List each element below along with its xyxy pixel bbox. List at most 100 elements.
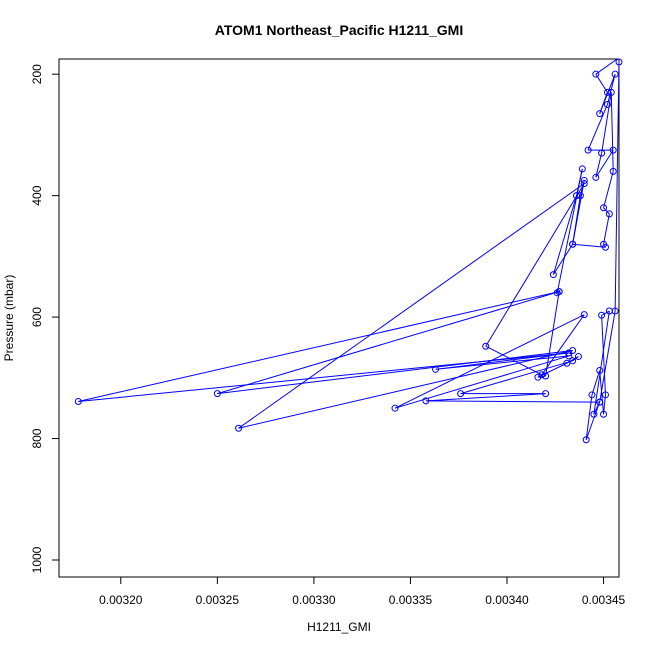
data-point (592, 173, 600, 181)
data-point (603, 88, 611, 96)
data-point (565, 352, 573, 360)
data-point (601, 243, 609, 251)
series-line-segment (593, 310, 610, 415)
series-line-segment (425, 400, 600, 403)
series-line-segment (217, 291, 560, 395)
series-line-segment (595, 153, 603, 178)
data-point (569, 357, 577, 365)
series-line-segment (614, 62, 620, 312)
series-line-segment (585, 401, 601, 440)
plot-frame (58, 58, 620, 578)
series-line-segment (603, 171, 614, 208)
data-point (584, 146, 592, 154)
y-tick-label: 600 (30, 307, 44, 327)
y-tick-label: 1000 (30, 546, 44, 573)
series-line-segment (78, 291, 560, 402)
series-line-segment (610, 92, 614, 172)
series-line-segment (394, 355, 569, 409)
data-point (582, 436, 590, 444)
data-point (74, 397, 82, 405)
x-tick-label: 0.00340 (485, 593, 529, 607)
data-point (615, 58, 623, 66)
series-line-segment (593, 401, 601, 415)
series-line-segment (238, 183, 585, 429)
x-axis: 0.00320 0.00325 0.00330 0.00335 0.00340 0.003… (99, 577, 626, 607)
data-point (534, 373, 542, 381)
x-tick-label: 0.00320 (99, 593, 143, 607)
data-point (603, 101, 611, 109)
x-axis-label: H1211_GMI (307, 620, 371, 634)
series-line-segment (552, 195, 577, 275)
series-line-segment (485, 183, 585, 347)
series-line-segment (603, 207, 610, 215)
x-tick-label: 0.00335 (389, 593, 433, 607)
series-line-segment (601, 315, 606, 395)
series-line-segment (435, 355, 569, 370)
data-point (235, 424, 243, 432)
series-line-segment (603, 213, 610, 245)
series-line-segment (556, 168, 583, 293)
data-point (457, 390, 465, 398)
series-line-segment (572, 180, 585, 245)
data-point (574, 353, 582, 361)
series-line-segment (545, 291, 560, 377)
series-line-segment (217, 349, 573, 395)
data-point (598, 311, 606, 319)
y-axis: 200 400 600 800 1000 (30, 64, 59, 573)
x-tick-label: 0.00330 (292, 593, 336, 607)
series-line-segment (599, 73, 616, 114)
data-point (592, 70, 600, 78)
data-point (563, 359, 571, 367)
data-point (549, 271, 557, 279)
y-tick-label: 200 (30, 64, 44, 84)
data-point (609, 167, 617, 175)
data-point (432, 365, 440, 373)
data-point (611, 70, 619, 78)
data-point (555, 288, 563, 296)
data-point (213, 390, 221, 398)
series-layer (74, 58, 623, 444)
y-axis-label: Pressure (mbar) (2, 275, 16, 362)
series-line-segment (595, 73, 608, 93)
data-point (607, 88, 615, 96)
series-line-segment (599, 310, 616, 403)
series-line-segment (572, 243, 606, 248)
data-point (600, 204, 608, 212)
series-line-segment (435, 352, 569, 370)
series-line-segment (595, 58, 618, 75)
series-line-segment (394, 314, 585, 409)
series-line-segment (585, 394, 593, 440)
data-point (598, 149, 606, 157)
data-point (601, 391, 609, 399)
data-point (596, 367, 604, 375)
series-line-segment (572, 356, 579, 362)
data-point (422, 397, 430, 405)
data-point (611, 307, 619, 315)
x-tick-label: 0.00325 (196, 593, 240, 607)
data-point (542, 372, 550, 380)
data-point (588, 391, 596, 399)
series-line-segment (587, 104, 608, 151)
data-point (542, 390, 550, 398)
data-point (600, 410, 608, 418)
series-line-segment (591, 370, 601, 395)
data-point (565, 349, 573, 357)
series-line-segment (601, 310, 610, 316)
series-line-segment (78, 352, 569, 402)
data-point (578, 165, 586, 173)
series-line-segment (552, 243, 574, 275)
series-line-segment (238, 350, 573, 429)
y-tick-label: 800 (30, 428, 44, 448)
series-line-segment (460, 360, 573, 395)
y-tick-label: 400 (30, 185, 44, 205)
data-point (580, 311, 588, 319)
data-point (609, 146, 617, 154)
series-line-segment (485, 345, 542, 376)
data-point (605, 210, 613, 218)
chart-title: ATOM1 Northeast_Pacific H1211_GMI (215, 22, 463, 38)
data-point (482, 342, 490, 350)
series-line-segment (595, 149, 614, 178)
data-point (553, 289, 561, 297)
data-point (596, 110, 604, 118)
